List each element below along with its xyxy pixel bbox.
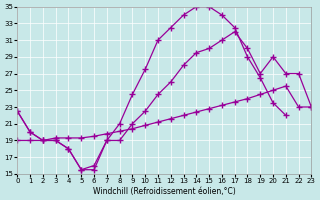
X-axis label: Windchill (Refroidissement éolien,°C): Windchill (Refroidissement éolien,°C): [93, 187, 236, 196]
